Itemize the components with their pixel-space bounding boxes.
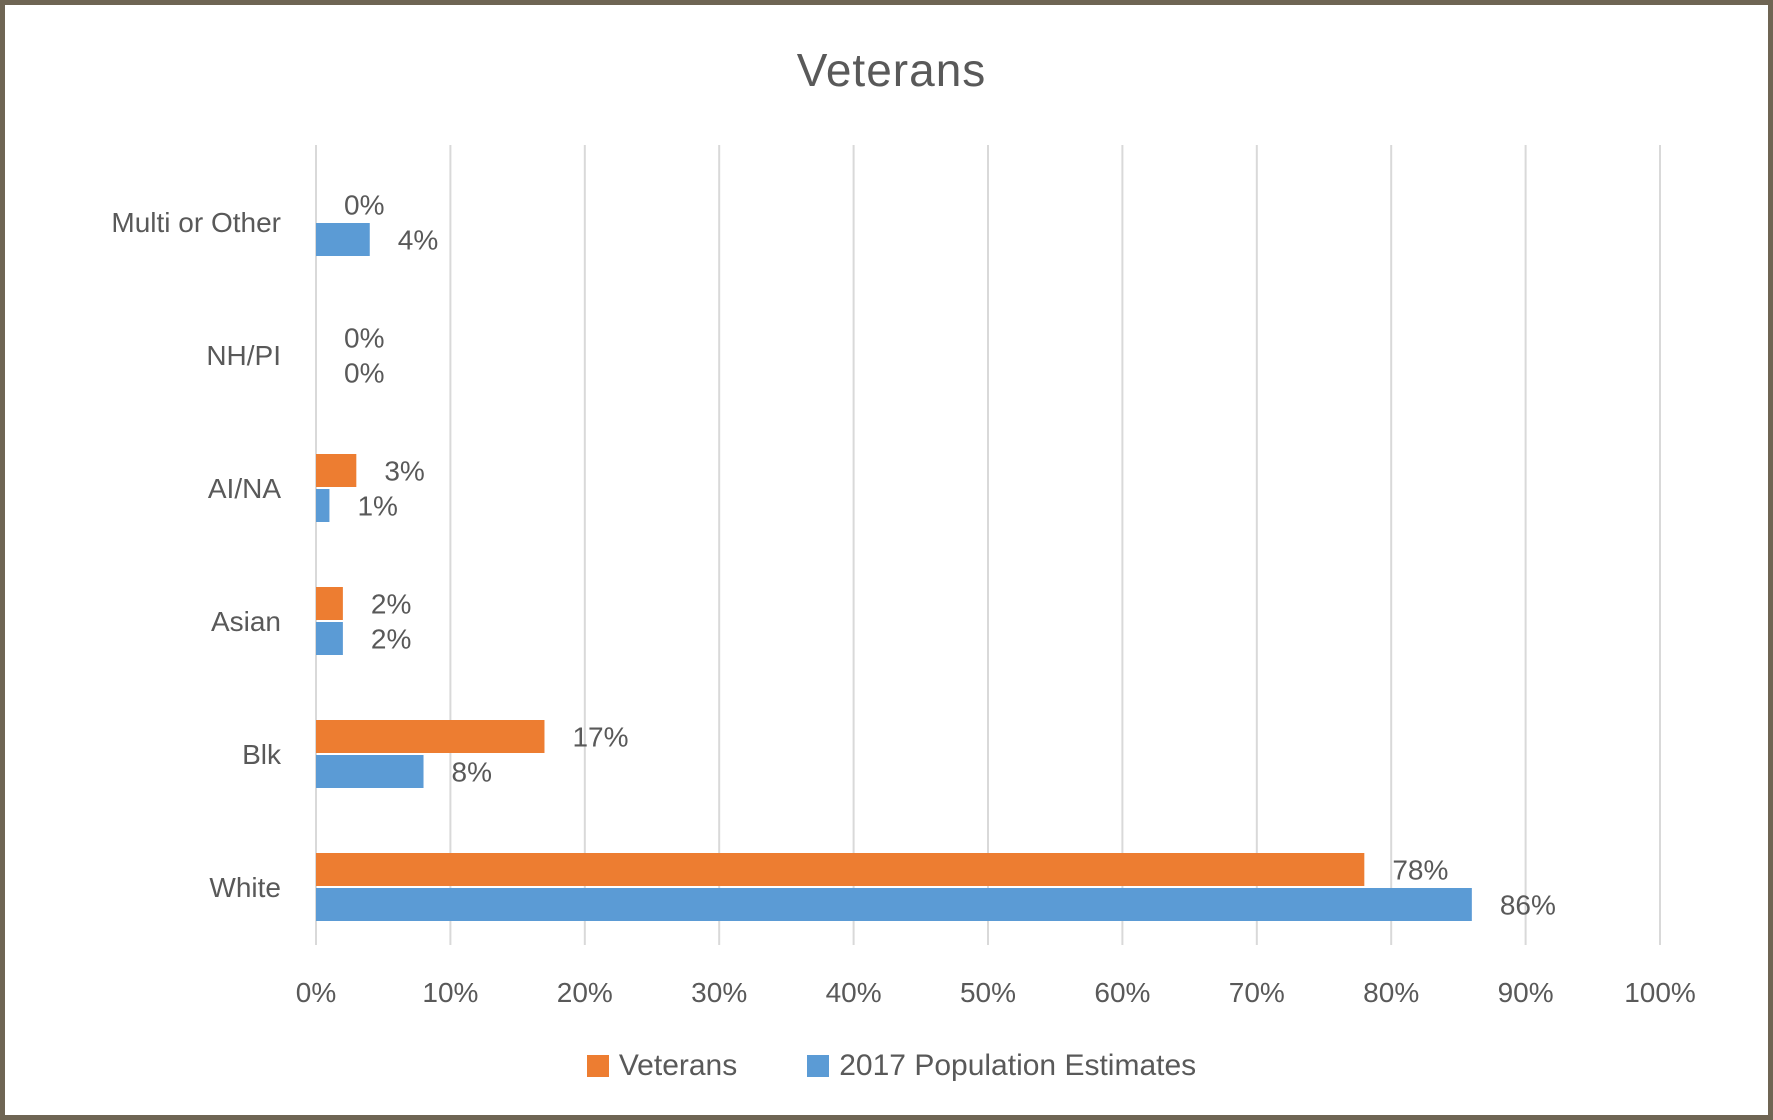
chart-title: Veterans [796,44,987,96]
legend-swatch-population [807,1055,830,1077]
category-label: AI/NA [208,473,281,504]
category-label: Asian [211,606,281,637]
x-tick-label: 60% [1094,977,1150,1008]
data-label: 78% [1392,855,1448,886]
bar-veterans [316,587,343,620]
bar-chart-plot: 0% 10% 20% 30% 40% 50% 60% 70% 80% 90% 100% Multi o… [111,145,1696,1008]
data-label: 2% [371,589,411,620]
bar-population [316,489,330,522]
data-label: 1% [357,491,397,522]
category-label: Multi or Other [111,207,281,238]
x-tick-label: 90% [1498,977,1554,1008]
x-tick-label: 70% [1229,977,1285,1008]
data-label: 2% [371,624,411,655]
category-label: NH/PI [206,340,281,371]
bar-veterans [316,454,357,487]
x-tick-label: 100% [1624,977,1696,1008]
bar-population [316,888,1472,921]
bar-population [316,223,370,256]
x-tick-label: 10% [422,977,478,1008]
x-tick-label: 80% [1363,977,1419,1008]
data-label: 0% [344,358,384,389]
bar-population [316,755,424,788]
x-tick-label: 0% [296,977,336,1008]
bar-population [316,622,343,655]
bar-veterans [316,853,1365,886]
data-label: 4% [398,225,438,256]
legend-item-veterans: Veterans [586,1049,738,1083]
x-tick-label: 20% [557,977,613,1008]
x-tick-label: 30% [691,977,747,1008]
legend-label-population: 2017 Population Estimates [839,1049,1197,1082]
data-label: 3% [384,456,424,487]
x-tick-label: 40% [826,977,882,1008]
data-label: 8% [452,757,492,788]
data-label: 0% [344,190,384,221]
data-label: 0% [344,323,384,354]
data-label: 17% [572,722,628,753]
data-label: 86% [1500,890,1556,921]
legend-label-veterans: Veterans [618,1049,738,1082]
bar-veterans [316,720,545,753]
category-label: Blk [242,739,282,770]
chart-legend: Veterans 2017 Population Estimates [5,1049,1773,1083]
category-label: White [209,872,281,903]
legend-item-population: 2017 Population Estimates [807,1049,1196,1083]
legend-swatch-veterans [586,1055,609,1077]
x-tick-label: 50% [960,977,1016,1008]
